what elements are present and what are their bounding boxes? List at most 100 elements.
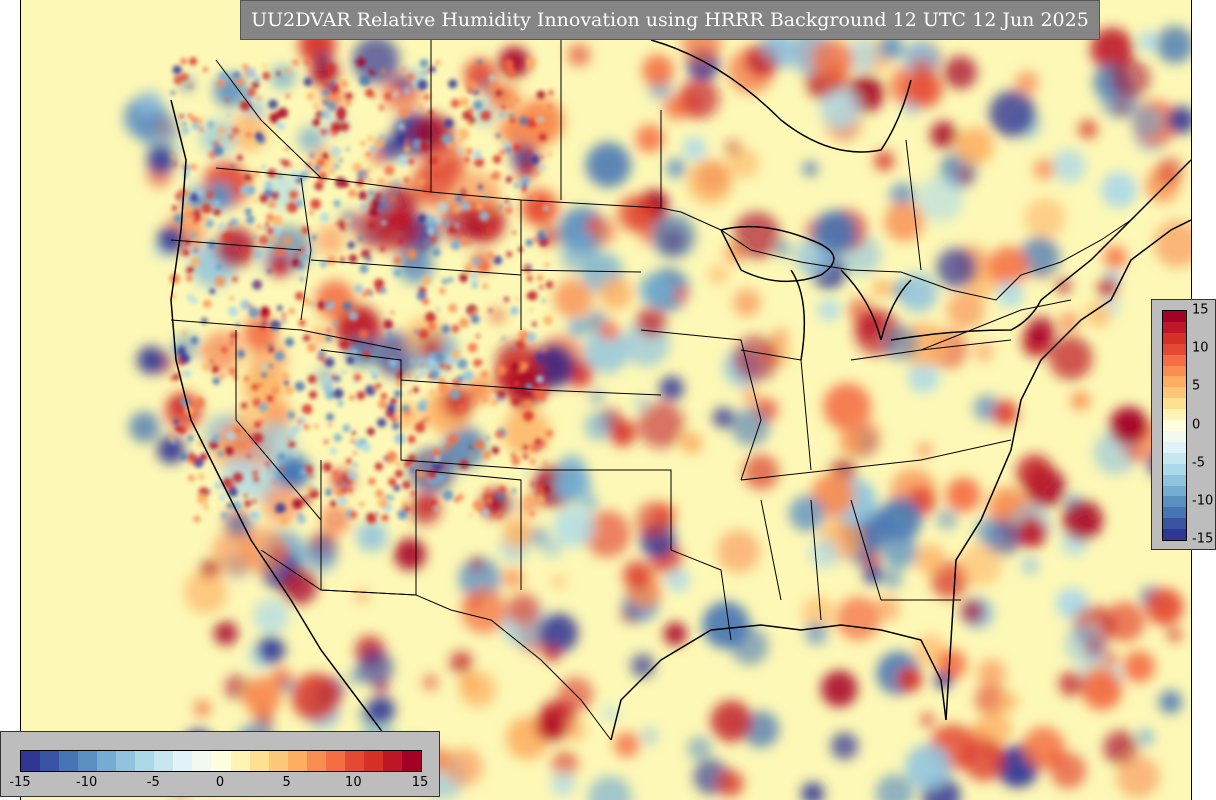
innovation-detail: [384, 165, 395, 176]
innovation-detail: [498, 111, 507, 119]
innovation-detail: [306, 162, 312, 168]
innovation-detail: [407, 158, 415, 166]
innovation-detail: [262, 320, 267, 326]
innovation-blob: [882, 568, 903, 589]
innovation-detail: [539, 165, 546, 171]
innovation-detail: [318, 353, 322, 358]
innovation-blob: [562, 717, 587, 742]
map-title: UU2DVAR Relative Humidity Innovation usi…: [251, 9, 1089, 31]
innovation-detail: [417, 178, 425, 186]
innovation-detail: [459, 273, 469, 283]
innovation-field-blobs: [123, 24, 1191, 800]
innovation-detail: [219, 71, 228, 81]
innovation-detail: [298, 319, 306, 327]
innovation-detail: [467, 342, 478, 353]
innovation-detail: [473, 358, 482, 368]
innovation-detail: [375, 512, 379, 516]
innovation-detail: [394, 389, 402, 398]
colorbar-tick-label: -15: [9, 775, 31, 790]
innovation-blob: [977, 659, 1006, 689]
innovation-detail: [231, 501, 242, 511]
innovation-blob: [552, 575, 566, 589]
innovation-blob: [630, 653, 655, 678]
humidity-innovation-map[interactable]: [21, 0, 1191, 800]
innovation-detail: [294, 381, 305, 392]
innovation-detail: [527, 150, 532, 155]
innovation-detail: [292, 452, 298, 458]
innovation-detail: [493, 255, 503, 265]
innovation-detail: [271, 236, 278, 243]
innovation-blob: [743, 454, 779, 490]
innovation-blob: [635, 124, 664, 153]
innovation-detail: [232, 472, 243, 483]
innovation-detail: [237, 154, 243, 161]
innovation-detail: [209, 359, 214, 364]
innovation-detail: [252, 499, 256, 504]
innovation-detail: [457, 149, 463, 155]
map-frame[interactable]: [20, 0, 1192, 800]
innovation-blob: [609, 419, 636, 447]
innovation-detail: [187, 113, 192, 119]
innovation-detail: [523, 472, 528, 477]
innovation-blob: [874, 150, 895, 171]
innovation-detail: [492, 154, 502, 164]
innovation-detail: [526, 275, 533, 282]
innovation-detail: [439, 362, 445, 369]
innovation-blob: [914, 543, 946, 575]
innovation-detail: [514, 381, 519, 386]
innovation-detail: [384, 92, 393, 101]
innovation-detail: [544, 262, 550, 267]
innovation-blob: [461, 588, 507, 634]
innovation-detail: [505, 206, 513, 215]
innovation-detail: [330, 146, 341, 157]
state-line-ny-pa: [920, 299, 1072, 351]
colorbar-segment: [40, 751, 60, 771]
innovation-blob: [213, 621, 238, 646]
innovation-detail: [288, 308, 295, 315]
innovation-detail: [321, 109, 331, 119]
innovation-detail: [190, 192, 199, 202]
innovation-detail: [454, 497, 459, 503]
innovation-detail: [496, 389, 506, 399]
innovation-detail: [333, 433, 342, 442]
innovation-detail: [368, 69, 375, 76]
innovation-detail: [427, 227, 435, 235]
innovation-detail: [505, 176, 512, 183]
innovation-blob: [588, 775, 632, 800]
innovation-detail: [184, 405, 195, 416]
innovation-detail: [271, 191, 279, 199]
innovation-detail: [509, 113, 515, 119]
innovation-blob: [1048, 336, 1093, 380]
state-line-ok-ks: [541, 469, 672, 550]
innovation-blob: [820, 670, 858, 708]
innovation-detail: [370, 367, 378, 375]
innovation-detail: [244, 173, 252, 182]
innovation-detail: [374, 462, 383, 471]
innovation-detail: [532, 237, 538, 243]
colorbar-segment: [192, 751, 212, 771]
innovation-detail: [380, 287, 387, 294]
innovation-blob: [635, 501, 673, 539]
innovation-blob: [1033, 158, 1055, 180]
innovation-detail: [525, 495, 534, 504]
innovation-detail: [332, 516, 336, 520]
innovation-blob: [379, 136, 403, 161]
innovation-blob: [1127, 447, 1140, 461]
innovation-detail: [356, 391, 366, 400]
innovation-blob: [382, 73, 422, 113]
innovation-detail: [368, 190, 374, 195]
innovation-detail: [253, 476, 259, 483]
innovation-detail: [436, 308, 440, 312]
innovation-field-detail: [169, 57, 554, 526]
innovation-detail: [284, 337, 295, 347]
innovation-detail: [542, 299, 546, 303]
innovation-detail: [301, 226, 309, 234]
innovation-detail: [397, 509, 408, 520]
innovation-detail: [454, 222, 460, 228]
innovation-detail: [311, 234, 317, 240]
innovation-detail: [390, 311, 395, 315]
innovation-blob: [1022, 726, 1065, 770]
innovation-blob: [270, 64, 296, 90]
innovation-detail: [460, 236, 470, 246]
colorbar-tick-label: 0: [1192, 417, 1201, 432]
